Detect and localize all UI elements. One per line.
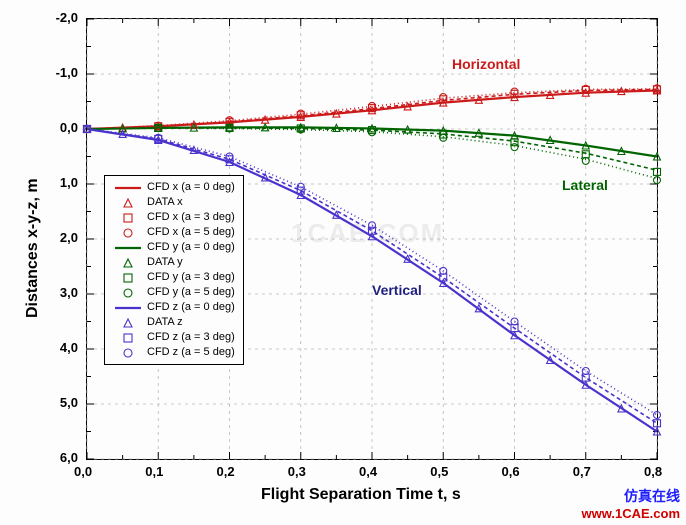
legend-swatch: [113, 271, 143, 285]
legend-swatch: [113, 316, 143, 330]
y-tick-label: 2,0: [60, 230, 78, 245]
legend-swatch: [113, 211, 143, 225]
legend-label: CFD z (a = 3 deg): [147, 331, 235, 345]
series-annotation: Lateral: [562, 177, 608, 193]
legend-label: CFD x (a = 0 deg): [147, 181, 235, 195]
series-annotation: Vertical: [372, 282, 422, 298]
legend-label: DATA x: [147, 196, 183, 210]
legend-row: CFD x (a = 3 deg): [113, 210, 235, 225]
legend-swatch: [113, 331, 143, 345]
legend-row: CFD x (a = 5 deg): [113, 225, 235, 240]
legend-swatch: [113, 286, 143, 300]
x-tick-label: 0,5: [430, 464, 448, 479]
legend: CFD x (a = 0 deg)DATA xCFD x (a = 3 deg)…: [104, 175, 244, 365]
legend-label: CFD x (a = 5 deg): [147, 226, 235, 240]
x-tick-label: 0,4: [359, 464, 377, 479]
x-tick-label: 0,0: [74, 464, 92, 479]
legend-swatch: [113, 301, 143, 315]
legend-row: CFD z (a = 0 deg): [113, 300, 235, 315]
legend-swatch: [113, 241, 143, 255]
legend-row: CFD y (a = 0 deg): [113, 240, 235, 255]
legend-label: CFD z (a = 0 deg): [147, 301, 235, 315]
legend-row: CFD z (a = 5 deg): [113, 345, 235, 360]
legend-label: DATA z: [147, 316, 183, 330]
y-tick-label: 3,0: [60, 285, 78, 300]
branding: 仿真在线 www.1CAE.com: [582, 486, 680, 521]
legend-swatch: [113, 346, 143, 360]
legend-row: CFD y (a = 5 deg): [113, 285, 235, 300]
legend-label: CFD y (a = 0 deg): [147, 241, 235, 255]
legend-row: CFD x (a = 0 deg): [113, 180, 235, 195]
legend-row: DATA x: [113, 195, 235, 210]
legend-row: CFD z (a = 3 deg): [113, 330, 235, 345]
legend-label: CFD y (a = 5 deg): [147, 286, 235, 300]
legend-row: DATA z: [113, 315, 235, 330]
legend-swatch: [113, 226, 143, 240]
legend-row: DATA y: [113, 255, 235, 270]
branding-line1: 仿真在线: [582, 486, 680, 506]
series-line: [87, 128, 657, 170]
legend-swatch: [113, 196, 143, 210]
legend-swatch: [113, 181, 143, 195]
y-tick-label: -2,0: [56, 10, 78, 25]
y-tick-label: 5,0: [60, 395, 78, 410]
x-tick-label: 0,3: [288, 464, 306, 479]
legend-label: CFD x (a = 3 deg): [147, 211, 235, 225]
x-tick-label: 0,1: [145, 464, 163, 479]
y-tick-label: 1,0: [60, 175, 78, 190]
x-tick-label: 0,6: [502, 464, 520, 479]
legend-label: CFD z (a = 5 deg): [147, 346, 235, 360]
legend-row: CFD y (a = 3 deg): [113, 270, 235, 285]
y-tick-label: -1,0: [56, 65, 78, 80]
y-axis-title: Distances x-y-z, m: [24, 178, 42, 318]
legend-swatch: [113, 256, 143, 270]
series-annotation: Horizontal: [452, 56, 520, 72]
y-tick-label: 0,0: [60, 120, 78, 135]
y-tick-label: 4,0: [60, 340, 78, 355]
legend-label: DATA y: [147, 256, 183, 270]
x-tick-label: 0,8: [644, 464, 662, 479]
branding-line2: www.1CAE.com: [582, 506, 680, 521]
x-tick-label: 0,7: [573, 464, 591, 479]
x-tick-label: 0,2: [217, 464, 235, 479]
legend-label: CFD y (a = 3 deg): [147, 271, 235, 285]
y-tick-label: 6,0: [60, 450, 78, 465]
x-axis-title: Flight Separation Time t, s: [261, 486, 461, 504]
